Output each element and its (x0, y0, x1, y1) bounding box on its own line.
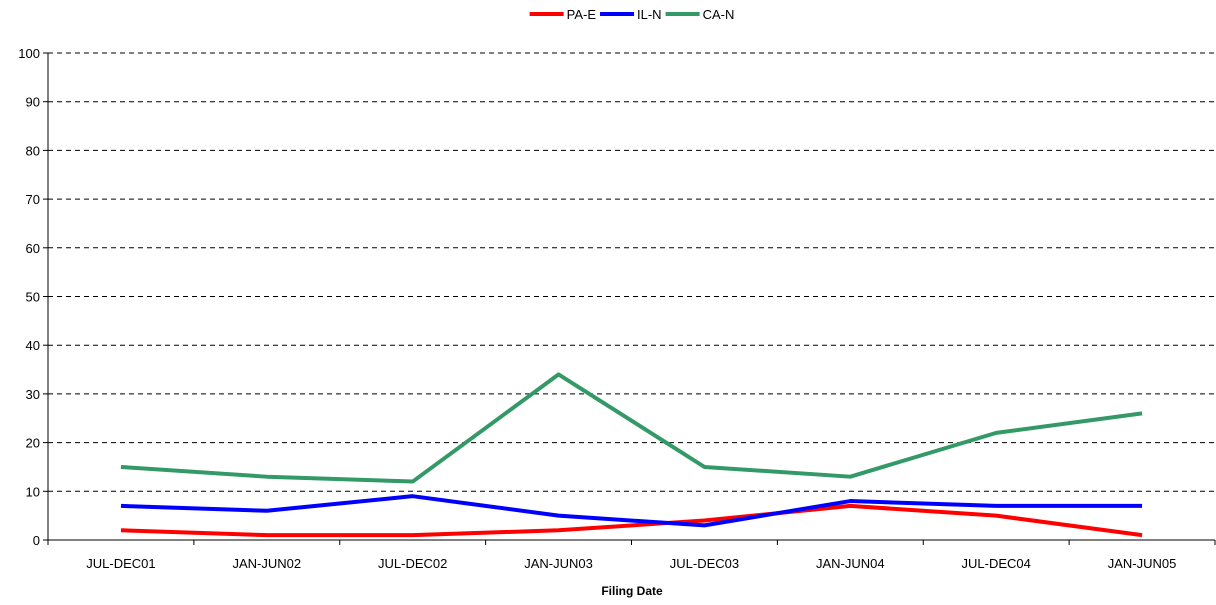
legend-label-pa-e: PA-E (567, 7, 597, 22)
y-tick-labels: 0 10 20 30 40 50 60 70 80 90 100 (18, 46, 40, 548)
y-tick-label: 0 (33, 533, 40, 548)
x-tick-label: JUL-DEC04 (962, 556, 1031, 571)
y-tick-label: 30 (26, 387, 40, 402)
y-tick-label: 60 (26, 241, 40, 256)
x-tick-label: JUL-DEC02 (378, 556, 447, 571)
x-tick-label: JAN-JUN03 (524, 556, 593, 571)
x-tick-label: JAN-JUN02 (233, 556, 302, 571)
x-axis-title: Filing Date (601, 584, 663, 598)
series-lines (120, 372, 1143, 538)
grid-lines (48, 52, 1215, 492)
x-tick-labels: JUL-DEC01 JAN-JUN02 JUL-DEC02 JAN-JUN03 JUL-… (86, 556, 1176, 571)
y-tick-label: 100 (18, 46, 40, 61)
x-tick-label: JUL-DEC03 (670, 556, 739, 571)
y-tick-label: 10 (26, 484, 40, 499)
y-tick-label: 40 (26, 338, 40, 353)
series-line-pa-e (120, 503, 1143, 538)
legend-label-ca-n: CA-N (703, 7, 735, 22)
y-tick-label: 80 (26, 143, 40, 158)
x-tick-label: JAN-JUN04 (816, 556, 885, 571)
y-tick-label: 90 (26, 95, 40, 110)
y-tick-label: 70 (26, 192, 40, 207)
series-line-il-n (120, 494, 1143, 528)
y-tick-label: 20 (26, 436, 40, 451)
series-line-ca-n (120, 372, 1143, 484)
legend-label-il-n: IL-N (637, 7, 662, 22)
axes (43, 52, 1216, 545)
x-tick-label: JAN-JUN05 (1108, 556, 1177, 571)
y-tick-label: 50 (26, 290, 40, 305)
legend: PA-E IL-N CA-N (529, 7, 735, 22)
x-tick-label: JUL-DEC01 (86, 556, 155, 571)
